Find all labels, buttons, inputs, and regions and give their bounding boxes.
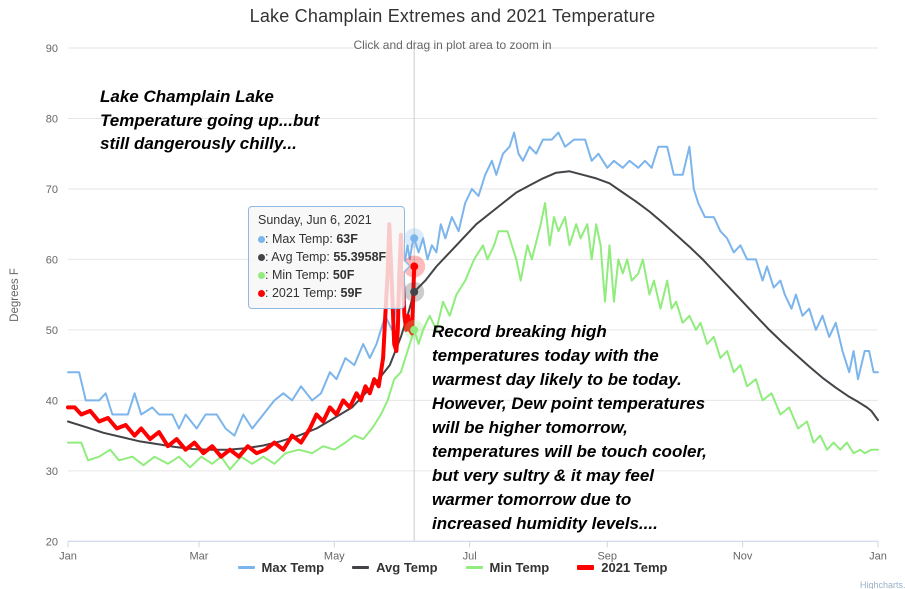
x-axis-tick-label: Nov: [733, 550, 753, 562]
x-axis-tick-label: Jan: [869, 550, 887, 562]
x-axis-tick-label: Jul: [463, 550, 477, 562]
x-axis-tick-label: Sep: [597, 550, 617, 562]
y-axis-tick-label: 30: [46, 466, 58, 478]
legend-item-min-temp[interactable]: Min Temp: [465, 560, 550, 575]
tooltip-row: : 2021 Temp: 59F: [258, 284, 396, 302]
legend-item-max-temp[interactable]: Max Temp: [237, 560, 325, 575]
y-axis-tick-label: 60: [46, 254, 58, 266]
legend-swatch-icon: [577, 565, 595, 570]
series-bullet-icon: [258, 236, 265, 243]
y-axis-tick-label: 50: [46, 325, 58, 337]
series-path-2021-temp[interactable]: [66, 222, 417, 459]
x-axis-tick-label: May: [324, 550, 345, 562]
legend-item-avg-temp[interactable]: Avg Temp: [352, 560, 438, 575]
y-axis-title: Degrees F: [9, 268, 21, 322]
marker-min-temp: [410, 325, 419, 334]
series-path-max-temp[interactable]: [67, 131, 879, 437]
legend-item-label: Max Temp: [261, 560, 325, 575]
y-axis-tick-label: 80: [46, 113, 58, 125]
legend-swatch-icon: [465, 566, 483, 569]
legend-item-label: Avg Temp: [376, 560, 438, 575]
page-subtitle: Click and drag in plot area to zoom in: [353, 38, 552, 52]
series-bullet-icon: [258, 272, 265, 279]
legend-item-2021-temp[interactable]: 2021 Temp: [577, 560, 667, 575]
y-axis-tick-label: 90: [46, 43, 58, 55]
tooltip-row: : Min Temp: 50F: [258, 266, 396, 284]
tooltip: Sunday, Jun 6, 2021 : Max Temp: 63F: Avg…: [248, 206, 411, 309]
legend-swatch-icon: [237, 566, 255, 569]
x-axis-tick-label: Jan: [59, 550, 77, 562]
y-axis-tick-label: 40: [46, 395, 58, 407]
annotation-record-heat: Record breaking high temperatures today …: [432, 322, 707, 533]
tooltip-row: : Max Temp: 63F: [258, 230, 396, 248]
tooltip-row: : Avg Temp: 55.3958F: [258, 248, 396, 266]
credits-link[interactable]: Highcharts.com: [860, 580, 905, 589]
x-axis-tick-label: Mar: [189, 550, 208, 562]
legend: Max Temp Avg Temp Min Temp 2021 Temp: [0, 560, 905, 575]
marker-2021-temp: [410, 262, 419, 271]
legend-item-label: 2021 Temp: [601, 560, 668, 575]
page-title: Lake Champlain Extremes and 2021 Tempera…: [249, 6, 656, 26]
series-bullet-icon: [258, 254, 265, 261]
y-axis-tick-label: 20: [46, 536, 58, 548]
series-bullet-icon: [258, 290, 265, 297]
marker-max-temp: [410, 234, 419, 243]
series-path-min-temp[interactable]: [67, 202, 879, 471]
tooltip-rows: : Max Temp: 63F: Avg Temp: 55.3958F: Min…: [258, 230, 396, 302]
tooltip-header: Sunday, Jun 6, 2021: [258, 213, 372, 227]
annotation-lake-warming: Lake Champlain Lake Temperature going up…: [100, 87, 320, 153]
y-axis-tick-label: 70: [46, 184, 58, 196]
legend-swatch-icon: [352, 566, 370, 569]
legend-item-label: Min Temp: [489, 560, 550, 575]
marker-avg-temp: [410, 287, 419, 296]
series-path-avg-temp[interactable]: [67, 170, 879, 451]
